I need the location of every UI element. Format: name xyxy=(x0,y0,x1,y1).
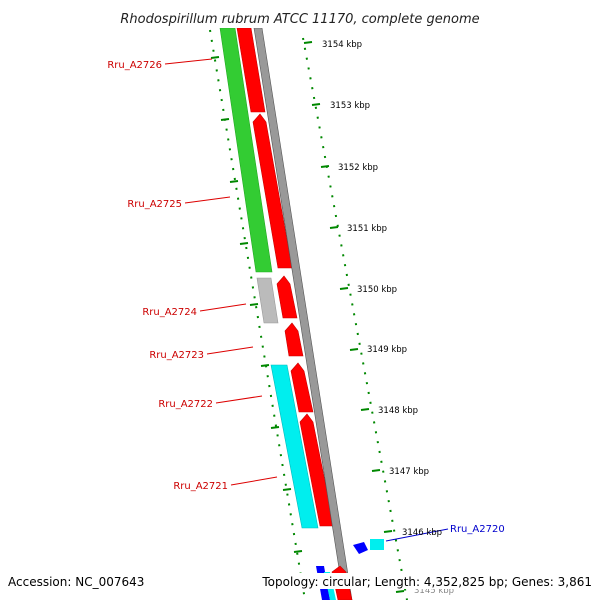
ruler-tick xyxy=(360,408,370,411)
ruler-label: 3153 kbp xyxy=(330,101,370,111)
ruler-tick xyxy=(349,348,359,351)
ruler-label: 3151 kbp xyxy=(347,224,387,234)
ruler-tick xyxy=(210,56,220,59)
footer-bg-left xyxy=(4,573,146,589)
cds-a2722[interactable] xyxy=(290,362,314,413)
gene-label-a2720[interactable]: Rru_A2720 xyxy=(450,524,505,535)
cds-a2721[interactable] xyxy=(299,413,335,527)
feature-cyan-a2722-a2721[interactable] xyxy=(270,364,319,529)
gene-label-a2723[interactable]: Rru_A2723 xyxy=(149,350,204,361)
ruler-tick xyxy=(311,103,321,106)
map-body: 3154 kbp 3153 kbp 3152 kbp 3151 kbp 3150… xyxy=(107,28,505,600)
feature-cyan-a2720[interactable] xyxy=(370,539,384,550)
guide-line xyxy=(209,29,306,600)
ruler-tick xyxy=(293,550,303,553)
ruler-label: 3150 kbp xyxy=(357,285,397,295)
gene-labels: Rru_A2726 Rru_A2725 Rru_A2724 Rru_A2723 … xyxy=(107,60,228,492)
ruler-label: 3149 kbp xyxy=(367,345,407,355)
ruler-tick xyxy=(339,287,349,290)
ruler-label: 3154 kbp xyxy=(322,40,362,50)
genome-backbone xyxy=(253,28,353,600)
footer-bg-right xyxy=(258,573,594,589)
ruler-tick xyxy=(229,180,239,183)
ruler-ticks xyxy=(210,41,405,593)
ruler-tick xyxy=(270,426,280,429)
gene-label-a2724[interactable]: Rru_A2724 xyxy=(142,307,197,318)
leader-a2720 xyxy=(385,528,449,542)
feature-green-a2726-a2725[interactable] xyxy=(219,28,273,273)
ruler-tick xyxy=(395,590,405,593)
ruler-tick xyxy=(329,226,339,229)
ruler-tick xyxy=(371,469,381,472)
ruler-labels: 3154 kbp 3153 kbp 3152 kbp 3151 kbp 3150… xyxy=(322,40,454,596)
ruler-label: 3147 kbp xyxy=(389,467,429,477)
cds-a2725[interactable] xyxy=(252,113,293,269)
cds-a2726[interactable] xyxy=(236,28,266,113)
ruler-label: 3145 kbp xyxy=(414,586,454,596)
accession-label: Accession: NC_007643 xyxy=(8,575,144,589)
ruler-tick xyxy=(320,165,330,168)
gene-label-a2722[interactable]: Rru_A2722 xyxy=(158,399,213,410)
feature-gray-a2724[interactable] xyxy=(256,277,279,324)
ruler-label: 3152 kbp xyxy=(338,163,378,173)
genome-summary: Topology: circular; Length: 4,352,825 bp… xyxy=(261,575,592,589)
ruler-label: 3146 kbp xyxy=(402,528,442,538)
ruler-tick xyxy=(282,488,292,491)
ruler-tick xyxy=(260,364,270,367)
ruler-tick xyxy=(383,530,393,533)
gene-label-a2725[interactable]: Rru_A2725 xyxy=(127,199,182,210)
feature-blue-a2720[interactable] xyxy=(353,542,368,554)
cds-a2724[interactable] xyxy=(276,275,298,319)
ruler-tick xyxy=(239,242,249,245)
ruler-label: 3148 kbp xyxy=(378,406,418,416)
gene-leaders xyxy=(164,58,278,486)
gene-label-a2721[interactable]: Rru_A2721 xyxy=(173,481,228,492)
page-title: Rhodospirillum rubrum ATCC 11170, comple… xyxy=(120,12,479,27)
guide-lines xyxy=(209,29,408,600)
ruler-tick xyxy=(303,41,313,44)
ruler-tick xyxy=(220,118,230,121)
ruler-tick xyxy=(249,303,259,306)
cds-a2723[interactable] xyxy=(284,322,304,357)
gene-label-a2726[interactable]: Rru_A2726 xyxy=(107,60,162,71)
